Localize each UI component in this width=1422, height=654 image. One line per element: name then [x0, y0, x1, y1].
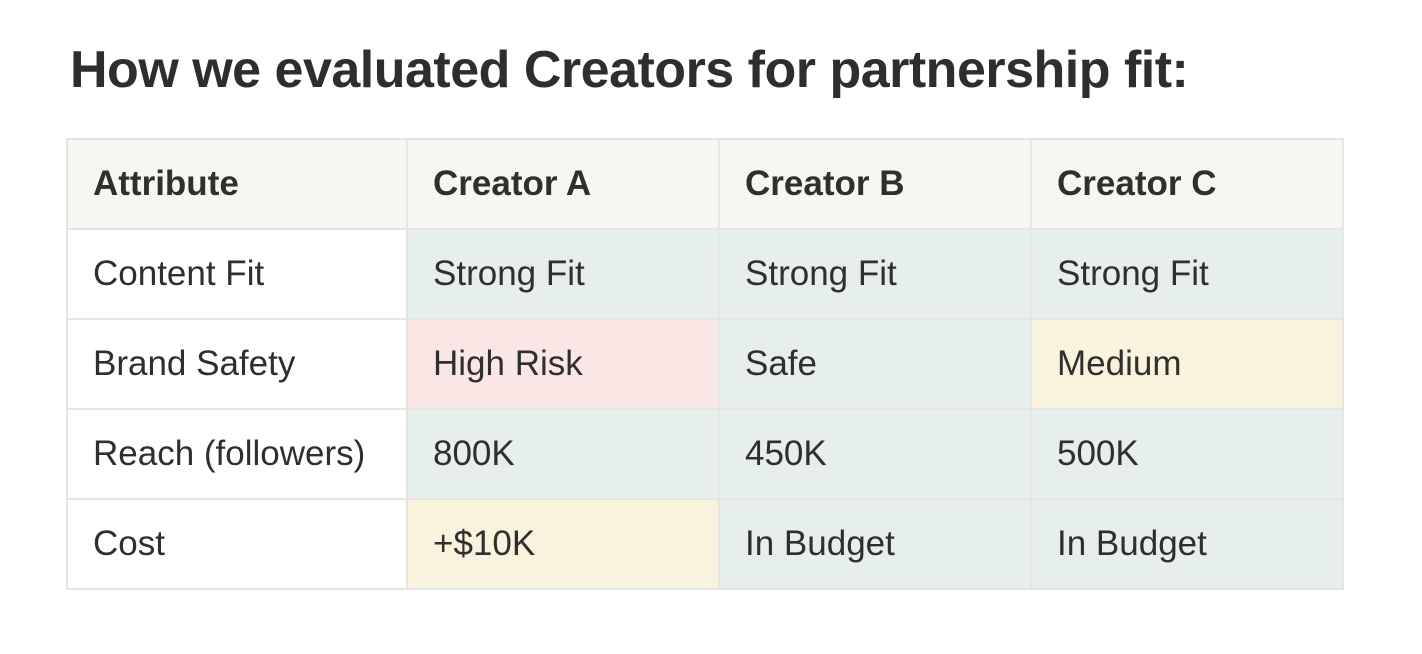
header-cell-creator-c[interactable]: Creator C	[1030, 138, 1344, 230]
table-cell[interactable]: Content Fit	[66, 228, 408, 320]
table-cell[interactable]: Cost	[66, 498, 408, 590]
table-cell[interactable]: In Budget	[718, 498, 1032, 590]
table-cell[interactable]: Safe	[718, 318, 1032, 410]
table-cell[interactable]: Medium	[1030, 318, 1344, 410]
table-cell[interactable]: High Risk	[406, 318, 720, 410]
table-row: Content Fit Strong Fit Strong Fit Strong…	[66, 228, 1344, 320]
table-cell[interactable]: Strong Fit	[1030, 228, 1344, 320]
table-row: Cost +$10K In Budget In Budget	[66, 498, 1344, 590]
page-title: How we evaluated Creators for partnershi…	[70, 41, 1189, 99]
table-header-row: Attribute Creator A Creator B Creator C	[66, 138, 1344, 230]
table-cell[interactable]: Reach (followers)	[66, 408, 408, 500]
table-cell[interactable]: In Budget	[1030, 498, 1344, 590]
table-row: Brand Safety High Risk Safe Medium	[66, 318, 1344, 410]
header-cell-attribute[interactable]: Attribute	[66, 138, 408, 230]
table-cell[interactable]: Strong Fit	[406, 228, 720, 320]
table-cell[interactable]: +$10K	[406, 498, 720, 590]
header-cell-creator-a[interactable]: Creator A	[406, 138, 720, 230]
table-cell[interactable]: 800K	[406, 408, 720, 500]
evaluation-table: Attribute Creator A Creator B Creator C …	[66, 138, 1344, 590]
header-cell-creator-b[interactable]: Creator B	[718, 138, 1032, 230]
table-cell[interactable]: Brand Safety	[66, 318, 408, 410]
table-cell[interactable]: 450K	[718, 408, 1032, 500]
table-row: Reach (followers) 800K 450K 500K	[66, 408, 1344, 500]
table-cell[interactable]: Strong Fit	[718, 228, 1032, 320]
table-cell[interactable]: 500K	[1030, 408, 1344, 500]
